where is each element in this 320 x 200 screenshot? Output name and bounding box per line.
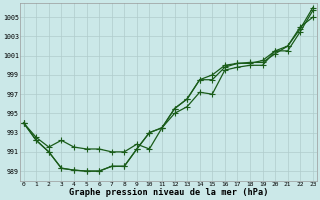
X-axis label: Graphe pression niveau de la mer (hPa): Graphe pression niveau de la mer (hPa) <box>68 188 268 197</box>
